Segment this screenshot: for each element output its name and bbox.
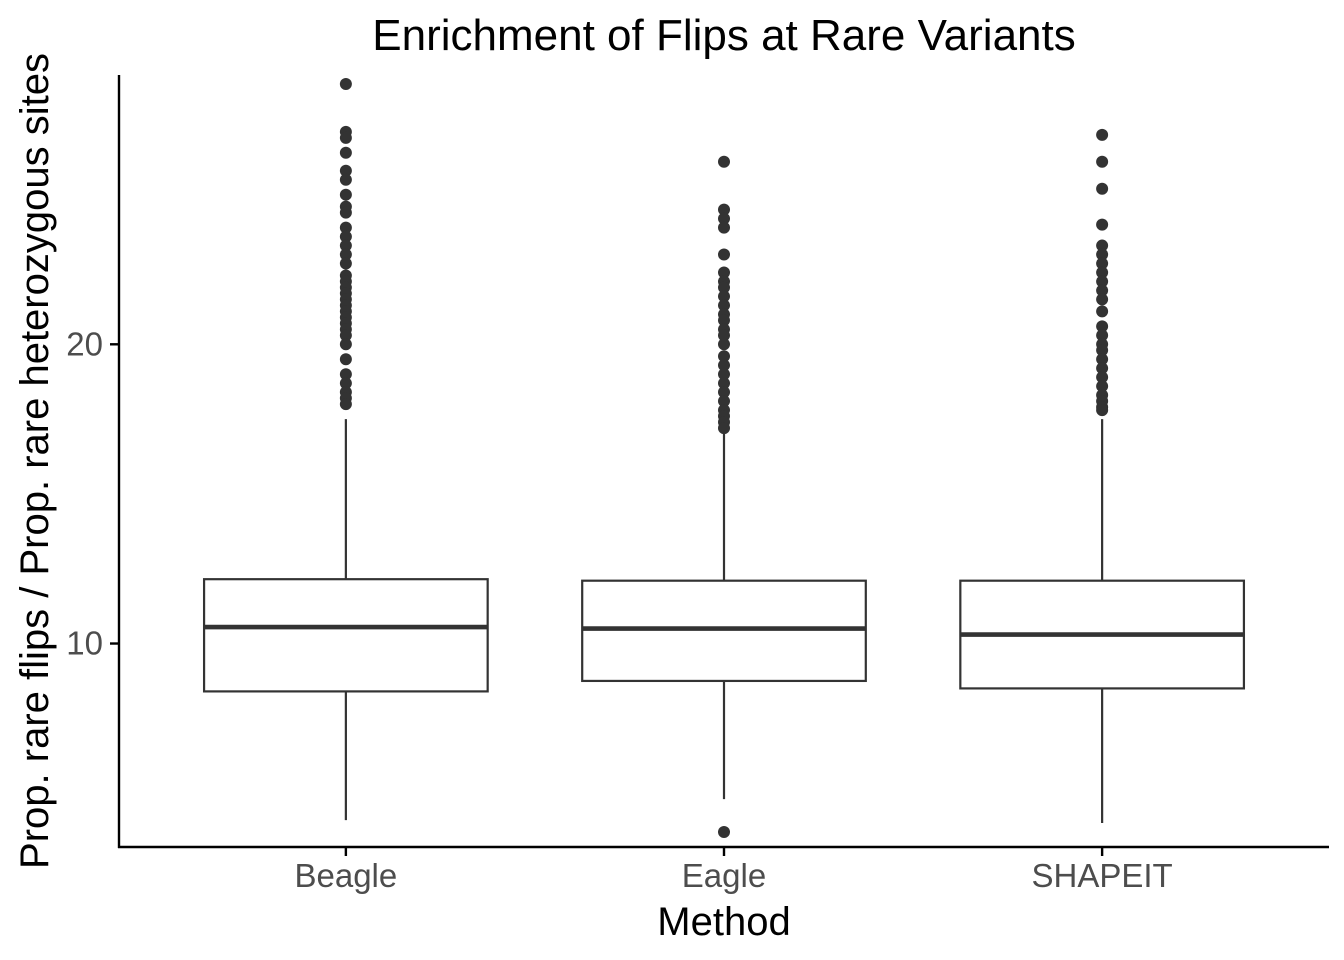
outlier-point (339, 368, 352, 381)
outlier-point (1096, 362, 1109, 375)
outlier-point (1096, 344, 1109, 357)
outlier-point (1096, 182, 1109, 195)
x-tick-label: Beagle (294, 857, 397, 894)
outlier-point (718, 221, 730, 234)
outlier-point (718, 212, 730, 225)
y-tick-label: 10 (66, 625, 103, 662)
box-group-eagle (581, 155, 867, 839)
outlier-point (339, 77, 352, 90)
outlier-point (339, 353, 352, 366)
outlier-point (339, 377, 352, 390)
outlier-point (339, 257, 352, 270)
outlier-point (1096, 320, 1109, 333)
box-group-shapeit (959, 128, 1246, 824)
outlier-point (1096, 239, 1109, 252)
outlier-point (718, 281, 730, 294)
outlier-point (718, 350, 730, 363)
outlier-point (339, 230, 352, 243)
outlier-point (718, 155, 730, 168)
outlier-point (1096, 257, 1109, 270)
outlier-point (1096, 266, 1109, 279)
outlier-point (339, 173, 352, 186)
outlier-point (718, 422, 730, 435)
outlier-point (1096, 329, 1109, 342)
outlier-point (1096, 218, 1109, 231)
x-axis-title: Method (657, 900, 790, 944)
box-group-beagle (202, 77, 489, 821)
y-axis-title: Prop. rare flips / Prop. rare heterozygo… (13, 53, 57, 869)
outlier-point (1096, 293, 1109, 306)
outlier-point (1096, 404, 1109, 417)
outlier-point (339, 248, 352, 261)
outlier-point (339, 221, 352, 234)
outlier-point (718, 299, 730, 312)
outlier-point (1096, 155, 1109, 168)
outlier-point (339, 338, 352, 351)
outlier-point (718, 329, 730, 342)
outlier-point (718, 203, 730, 216)
outlier-point (1096, 284, 1109, 297)
outlier-point (339, 329, 352, 342)
plot-area (202, 77, 1246, 839)
y-tick-label: 20 (66, 325, 103, 362)
outlier-point (1096, 380, 1109, 393)
outlier-point (339, 206, 352, 219)
x-tick-label: Eagle (682, 857, 766, 894)
outlier-point (718, 395, 730, 408)
outlier-point (1096, 275, 1109, 288)
outlier-point (339, 188, 352, 201)
outlier-point (339, 398, 352, 411)
box-iqr (202, 578, 489, 693)
chart-title: Enrichment of Flips at Rare Variants (372, 11, 1075, 60)
outlier-point (718, 386, 730, 399)
outlier-point (339, 164, 352, 177)
outlier-point (718, 826, 730, 839)
outlier-point (339, 131, 352, 144)
outlier-point (718, 368, 730, 381)
outlier-point (1096, 128, 1109, 141)
outlier-point (1096, 353, 1109, 366)
outlier-point (339, 146, 352, 159)
outlier-point (718, 377, 730, 390)
outlier-point (1096, 305, 1109, 318)
outlier-point (718, 338, 730, 351)
outlier-point (718, 314, 730, 327)
x-tick-label: SHAPEIT (1032, 857, 1173, 894)
outlier-point (718, 290, 730, 303)
outlier-point (1096, 371, 1109, 384)
outlier-point (718, 359, 730, 372)
outlier-point (1096, 248, 1109, 261)
outlier-point (718, 266, 730, 279)
outlier-point (718, 248, 730, 261)
outlier-point (339, 239, 352, 252)
